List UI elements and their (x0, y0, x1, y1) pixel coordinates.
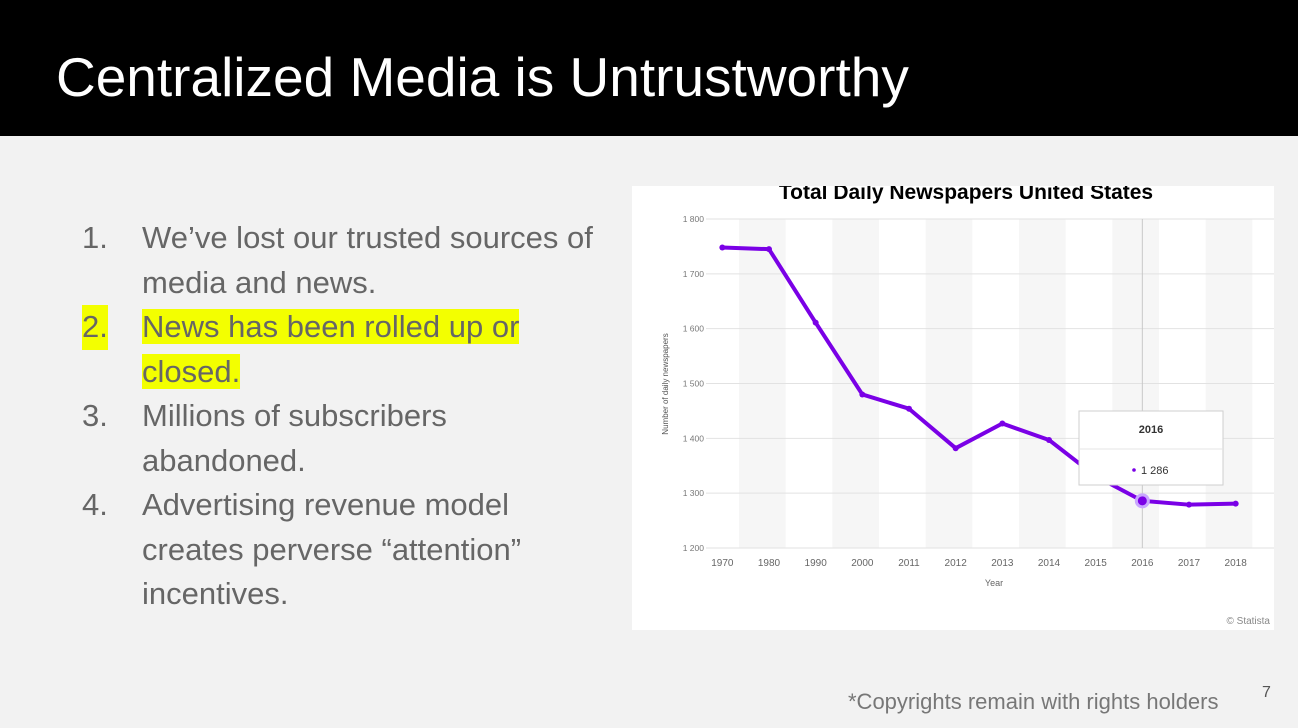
tooltip-value: 1 286 (1141, 465, 1169, 477)
x-tick-label: 1990 (805, 558, 828, 569)
x-tick-label: 2012 (945, 558, 968, 569)
list-item: 2. News has been rolled up or closed. (82, 305, 622, 394)
slide-title: Centralized Media is Untrustworthy (56, 46, 909, 108)
y-tick-label: 1 600 (683, 324, 705, 334)
data-point (1232, 500, 1239, 507)
y-tick-label: 1 800 (683, 214, 705, 224)
y-tick-label: 1 500 (683, 379, 705, 389)
tooltip-bullet (1132, 468, 1136, 472)
tooltip-label: 2016 (1139, 424, 1163, 436)
x-tick-label: 2014 (1038, 558, 1061, 569)
list-item-text: abandoned. (142, 442, 306, 478)
data-point (719, 244, 726, 251)
x-tick-label: 2017 (1178, 558, 1201, 569)
list-item-text: Millions of subscribers (142, 398, 447, 433)
copyright-footer: *Copyrights remain with rights holders (848, 689, 1219, 714)
slide-header: Centralized Media is Untrustworthy (0, 0, 1298, 136)
chart-title: Total Daily Newspapers United States (779, 186, 1153, 204)
x-axis-label: Year (985, 578, 1003, 588)
list-item-text: We’ve lost our trusted sources of (142, 220, 593, 255)
y-tick-label: 1 400 (683, 433, 705, 443)
data-point (1134, 493, 1150, 509)
y-tick-label: 1 700 (683, 269, 705, 279)
data-point (1046, 436, 1052, 443)
x-tick-label: 1980 (758, 558, 781, 569)
list-item-number: 3. (82, 398, 108, 433)
y-axis-label: Number of daily newspapers (661, 333, 670, 434)
list-item-text: media and news. (142, 264, 377, 300)
list-item-text: closed. (142, 353, 241, 389)
tooltip-box (1078, 410, 1224, 486)
source-credit: © Statista (1227, 616, 1271, 627)
data-point (999, 420, 1006, 427)
data-point (906, 405, 912, 412)
list-item-text: News has been rolled up or (142, 309, 520, 344)
x-tick-label: 2000 (851, 558, 874, 569)
x-tick-label: 1970 (711, 558, 734, 569)
bullet-list: 1. We’ve lost our trusted sources of media… (82, 216, 622, 617)
data-point (952, 445, 959, 452)
list-item-text: Advertising revenue model (142, 487, 510, 522)
x-tick-label: 2018 (1225, 558, 1248, 569)
x-tick-label: 2011 (898, 558, 920, 569)
x-tick-label: 2016 (1131, 558, 1154, 569)
y-tick-label: 1 300 (683, 488, 705, 498)
y-tick-label: 1 200 (683, 543, 705, 553)
line-chart: 1 200 1 300 1 400 1 500 1 600 1 700 1 800 Total… (661, 181, 1274, 627)
list-item: 3. Millions of subscribers abandoned. (82, 394, 622, 483)
data-point (766, 246, 772, 253)
x-tick-label: 2015 (1085, 558, 1108, 569)
list-item: 1. We’ve lost our trusted sources of media… (82, 216, 622, 305)
chart-panel: 1 200 1 300 1 400 1 500 1 600 1 700 1 800 Total… (632, 181, 1274, 630)
data-point (812, 319, 819, 326)
list-item: 4. Advertising revenue model creates perve… (82, 483, 622, 617)
list-item-number: 1. (82, 220, 108, 255)
list-item-number: 4. (82, 487, 108, 522)
series-line (720, 245, 1238, 507)
list-item-text: incentives. (142, 576, 289, 611)
list-item-text: creates perverse “attention” (142, 531, 522, 567)
list-item-number: 2. (82, 305, 108, 350)
data-point (1186, 501, 1192, 508)
page-number: 7 (1262, 684, 1271, 701)
x-tick-label: 2013 (991, 558, 1014, 569)
data-point (859, 391, 866, 398)
